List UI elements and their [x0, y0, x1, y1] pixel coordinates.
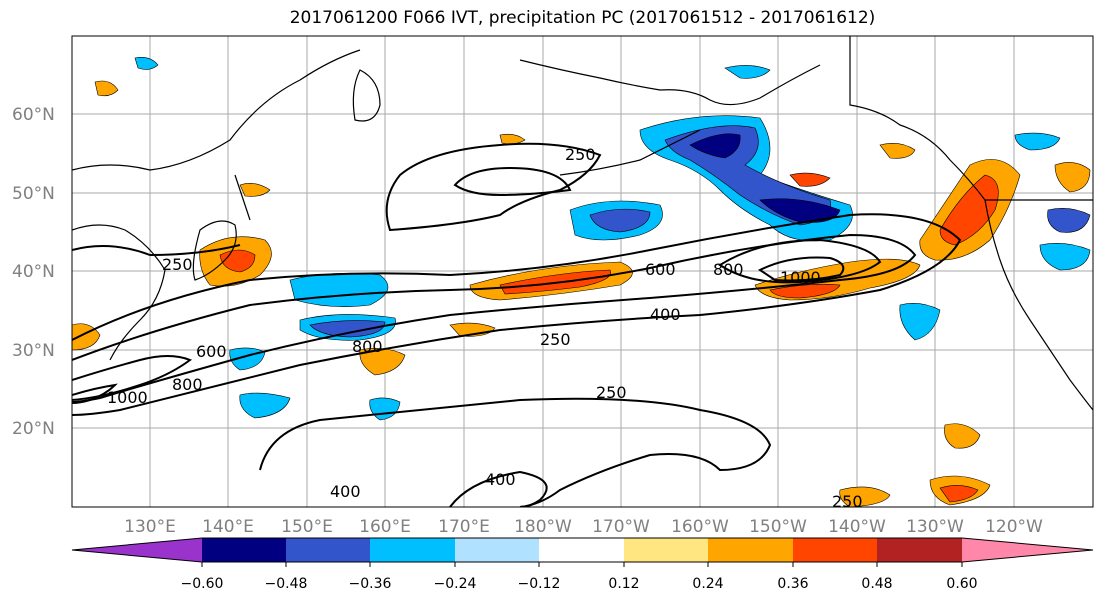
colorbar-tick-label: −0.12: [518, 576, 561, 592]
colorbar-tick-labels: −0.60 −0.48 −0.36 −0.24 −0.12 0.12 0.24 …: [181, 576, 978, 592]
colorbar-segment: [539, 538, 624, 562]
colorbar-segment: [877, 538, 962, 562]
contour-label: 400: [650, 305, 681, 324]
contour-label: 250: [596, 383, 627, 402]
colorbar-extend-max: [962, 538, 1093, 562]
lon-label: 180°W: [514, 517, 572, 537]
colorbar-tick-label: −0.48: [265, 576, 308, 592]
coastlines: [72, 36, 1093, 411]
contour-label: 800: [172, 375, 203, 394]
lon-label: 130°W: [906, 517, 964, 537]
lon-label: 150°W: [749, 517, 807, 537]
colorbar-segment: [793, 538, 877, 562]
colorbar-tick-label: −0.36: [349, 576, 392, 592]
contour-label: 800: [713, 260, 744, 279]
colorbar-tick-label: 0.24: [692, 576, 723, 592]
colorbar-segment: [286, 538, 370, 562]
colorbar-segment: [202, 538, 286, 562]
lon-label: 170°W: [592, 517, 650, 537]
colorbar-tick-label: 0.60: [946, 576, 977, 592]
contour-label: 800: [352, 337, 383, 356]
lon-label: 130°E: [124, 517, 176, 537]
precip-negative-shading: [134, 57, 1091, 421]
lat-label: 60°N: [12, 105, 55, 125]
contour-label: 1000: [107, 388, 148, 407]
colorbar-segment: [370, 538, 455, 562]
latitude-labels: 20°N 30°N 40°N 50°N 60°N: [12, 105, 55, 439]
lat-label: 50°N: [12, 184, 55, 204]
lat-label: 20°N: [12, 419, 55, 439]
colorbar-tick-label: 0.12: [608, 576, 639, 592]
colorbar-tick-label: −0.24: [434, 576, 477, 592]
longitude-labels: 130°E 140°E 150°E 160°E 170°E 180°W 170°…: [124, 517, 1043, 537]
colorbar-tick-label: 0.36: [777, 576, 808, 592]
ivt-contours: [72, 142, 962, 507]
map-title: 2017061200 F066 IVT, precipitation PC (2…: [289, 8, 876, 28]
contour-label: 400: [330, 482, 361, 501]
contour-label: 250: [832, 492, 863, 511]
contour-label: 250: [540, 330, 571, 349]
contour-label: 250: [162, 255, 193, 274]
map-border: [71, 35, 1094, 508]
colorbar-segment: [624, 538, 708, 562]
lon-label: 120°W: [985, 517, 1043, 537]
lon-label: 170°E: [438, 517, 490, 537]
contour-label: 600: [196, 342, 227, 361]
colorbar-tick-label: 0.48: [861, 576, 892, 592]
contour-label: 1000: [780, 268, 821, 287]
colorbar: [71, 537, 1094, 567]
lat-label: 40°N: [12, 262, 55, 282]
contour-labels: 250 250 250 250 250 400 400 400 600 600 …: [107, 145, 863, 511]
lon-label: 150°E: [281, 517, 333, 537]
contour-label: 600: [645, 260, 676, 279]
lat-label: 30°N: [12, 341, 55, 361]
lon-label: 140°W: [828, 517, 886, 537]
lon-label: 160°W: [671, 517, 729, 537]
colorbar-extend-min: [72, 538, 202, 562]
contour-label: 400: [485, 470, 516, 489]
lon-label: 160°E: [359, 517, 411, 537]
contour-label: 250: [565, 145, 596, 164]
colorbar-tick-label: −0.60: [181, 576, 224, 592]
colorbar-segment: [708, 538, 793, 562]
colorbar-segment: [455, 538, 539, 562]
lon-label: 140°E: [202, 517, 254, 537]
